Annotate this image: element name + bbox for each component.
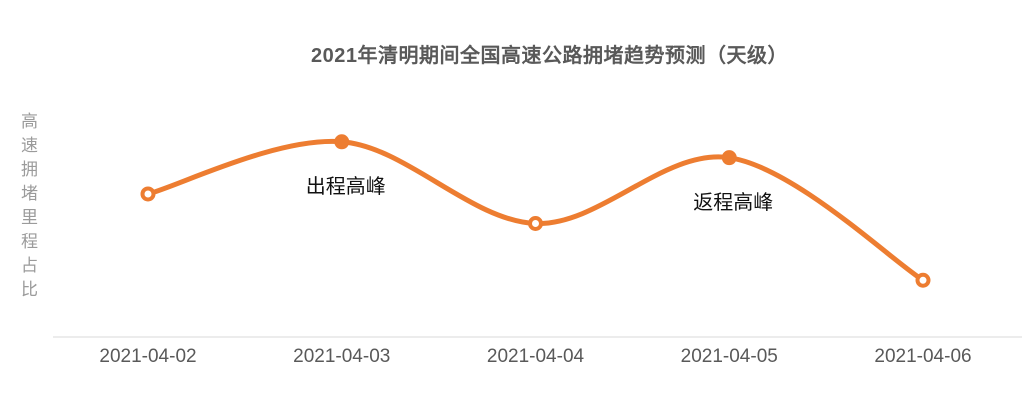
x-axis-label: 2021-04-05 [680,346,778,367]
data-point-marker [140,186,156,202]
trend-line [145,138,926,283]
data-point-marker [721,150,737,166]
x-axis-label: 2021-04-06 [874,346,972,367]
data-point-marker [334,134,350,150]
x-axis-label: 2021-04-02 [99,346,197,367]
x-axis-label: 2021-04-04 [486,346,585,367]
annotation-label: 返程高峰 [693,191,774,214]
data-point-marker [528,216,543,231]
x-axis-label: 2021-04-03 [293,346,391,367]
data-point-marker [915,272,931,288]
annotation-label: 出程高峰 [305,175,386,198]
chart-title: 2021年清明期间全国高速公路拥堵趋势预测（天级） [311,45,788,67]
y-axis-label: 高速拥堵里程占比 [18,112,37,304]
